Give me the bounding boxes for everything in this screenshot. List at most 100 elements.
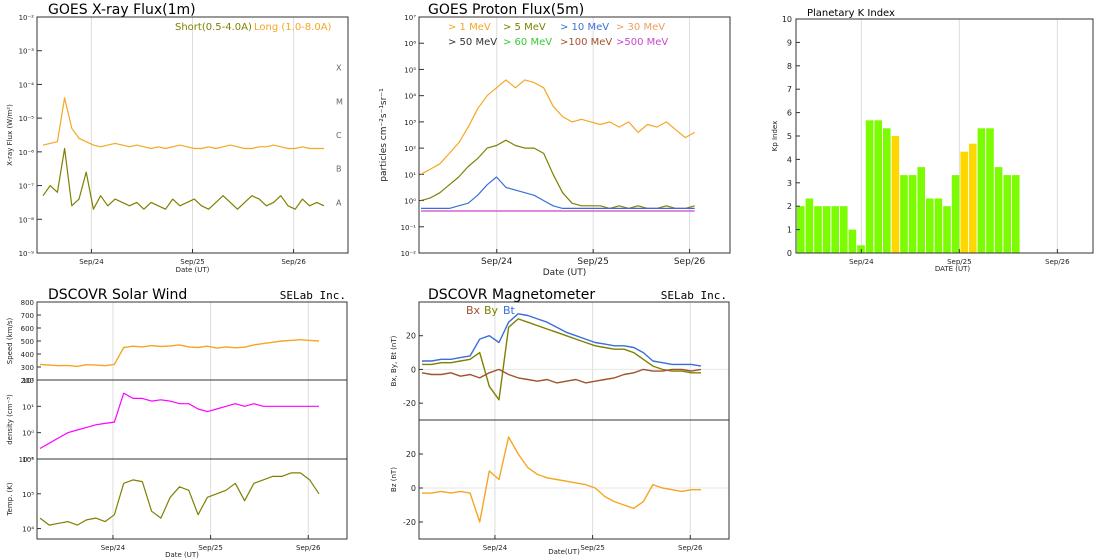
mag-xtick-label-1: Sep/25 xyxy=(580,544,604,552)
kp-bar-12 xyxy=(900,175,908,253)
xray-title: GOES X-ray Flux(1m) xyxy=(48,2,196,18)
sw-panel-2-ylabel: Temp. (K) xyxy=(6,482,14,516)
kp-bar-3 xyxy=(822,206,831,253)
mag-panel-0-ylabel: Bx, By, Bt (nT) xyxy=(390,335,398,386)
kp-title: Planetary K Index xyxy=(807,8,895,19)
xray-ytick-label-2: 10⁻⁷ xyxy=(19,183,35,191)
mag-xtick-label-0: Sep/24 xyxy=(483,544,508,552)
kp-bar-5 xyxy=(840,206,848,253)
kp-ytick-label-5: 5 xyxy=(787,132,792,141)
kp-xtick-label-2: Sep/26 xyxy=(1045,258,1070,266)
solarwind-xtick-label-1: Sep/25 xyxy=(198,544,222,552)
proton-legend-2: > 10 MeV xyxy=(560,22,609,33)
mag-panel-1-frame xyxy=(418,419,730,540)
xray-legend-short: Short(0.5-4.0A) xyxy=(175,22,252,33)
xray-class-a: A xyxy=(336,198,342,207)
solarwind-brand: SELab Inc. xyxy=(280,289,346,302)
kp-bar-15 xyxy=(926,198,934,253)
proton-xtick-label-1: Sep/25 xyxy=(577,257,608,267)
sw-panel-1-ytick-label-2: 10¹ xyxy=(22,403,34,411)
kp-bar-10 xyxy=(883,128,891,253)
sw-panel-1-ytick-label-0: 10⁻¹ xyxy=(19,456,35,464)
sw-panel-2-ytick-label-1: 10⁵ xyxy=(22,491,34,499)
mag-xlabel: Date(UT) xyxy=(548,548,580,556)
sw-panel-0-ytick-label-4: 600 xyxy=(21,325,34,333)
sw-panel-1-ylabel: density (cm⁻³) xyxy=(6,394,14,445)
sw-panel-0-ytick-label-6: 800 xyxy=(21,299,34,307)
sw-panel-2-ytick-label-0: 10⁴ xyxy=(22,526,34,534)
kp-ytick-label-4: 4 xyxy=(787,155,792,164)
mag-title: DSCOVR Magnetometer xyxy=(428,287,595,303)
mag-panel-0-series-2 xyxy=(421,368,702,384)
kp-bar-25 xyxy=(1012,175,1020,253)
kp-ytick-label-9: 9 xyxy=(787,38,792,47)
proton-legend-0: > 1 MeV xyxy=(448,22,491,33)
sw-panel-0-ytick-label-2: 400 xyxy=(21,351,34,359)
proton-xtick-label-2: Sep/26 xyxy=(674,257,706,267)
kp-bar-0 xyxy=(797,206,805,253)
xray-chart: GOES X-ray Flux(1m) 10⁻⁹ 10⁻⁸ 10⁻⁷ 10⁻⁶ 10⁻⁵ 1… xyxy=(6,2,349,274)
proton-legend-6: >100 MeV xyxy=(560,37,612,48)
xray-ytick-label-7: 10⁻² xyxy=(19,14,35,22)
xray-class-x: X xyxy=(336,64,342,73)
xray-class-m: M xyxy=(336,97,343,106)
mag-panel-0-frame xyxy=(418,301,730,421)
kp-bar-24 xyxy=(1003,175,1011,253)
sw-panel-0-frame xyxy=(36,301,348,381)
solarwind-xtick-label-2: Sep/26 xyxy=(296,544,321,552)
proton-ytick-label-5: 10³ xyxy=(404,119,416,127)
kp-ytick-label-2: 2 xyxy=(787,202,792,211)
magnetometer-chart: DSCOVR Magnetometer SELab Inc. -20 0 20 Bx, B… xyxy=(390,287,730,556)
kp-xtick-label-1: Sep/25 xyxy=(947,258,971,266)
kp-bar-9 xyxy=(874,120,882,253)
mag-panel-0-ytick-label-2: 20 xyxy=(406,332,416,341)
sw-panel-2-series xyxy=(39,472,320,526)
xray-series-1 xyxy=(42,147,325,210)
sw-panel-1-ytick-label-3: 10² xyxy=(22,377,34,385)
sw-panel-1-series xyxy=(39,392,319,450)
proton-xtick-label-0: Sep/24 xyxy=(481,257,513,267)
proton-title: GOES Proton Flux(5m) xyxy=(428,2,584,18)
kp-ytick-label-7: 7 xyxy=(787,85,792,94)
xray-class-b: B xyxy=(336,165,342,174)
sw-panel-0-series xyxy=(39,339,320,368)
proton-ytick-label-7: 10⁵ xyxy=(404,66,416,74)
proton-legend-5: > 60 MeV xyxy=(503,37,552,48)
proton-ytick-label-9: 10⁷ xyxy=(404,14,416,22)
solarwind-chart: DSCOVR Solar Wind SELab Inc. 200 300 400 500 6… xyxy=(6,287,348,559)
kp-bar-16 xyxy=(934,198,943,253)
solarwind-title: DSCOVR Solar Wind xyxy=(48,287,187,303)
kp-bar-6 xyxy=(848,229,857,253)
mag-panel-1-ytick-label-1: 0 xyxy=(411,484,416,493)
proton-ytick-label-0: 10⁻² xyxy=(401,250,417,258)
kp-ytick-label-8: 8 xyxy=(787,62,792,71)
kp-bar-23 xyxy=(994,167,1003,253)
sw-panel-2-ytick-label-2: 10⁶ xyxy=(22,456,34,464)
xray-xtick-label-1: Sep/25 xyxy=(180,258,204,266)
mag-legend-by: By xyxy=(484,304,499,317)
sw-panel-2-frame xyxy=(36,458,348,540)
proton-legend-4: > 50 MeV xyxy=(448,37,497,48)
kp-xtick-label-0: Sep/24 xyxy=(849,258,874,266)
kp-bar-18 xyxy=(951,175,960,253)
kp-ylabel: Kp Index xyxy=(771,121,779,152)
kp-bar-20 xyxy=(969,143,977,253)
kp-xlabel: DATE (UT) xyxy=(935,265,971,273)
sw-panel-0-ytick-label-5: 700 xyxy=(21,312,34,320)
kp-bar-21 xyxy=(977,128,986,253)
mag-brand: SELab Inc. xyxy=(661,289,727,302)
sw-panel-1-frame xyxy=(36,379,348,460)
kp-bar-2 xyxy=(814,206,822,253)
proton-ytick-label-3: 10¹ xyxy=(404,171,416,179)
xray-ytick-label-3: 10⁻⁶ xyxy=(19,149,35,157)
mag-panel-0-ytick-label-1: 0 xyxy=(411,365,416,374)
mag-xtick-label-2: Sep/26 xyxy=(678,544,703,552)
solarwind-xtick-label-0: Sep/24 xyxy=(101,544,126,552)
xray-legend-long: Long (1.0-8.0A) xyxy=(254,22,332,33)
sw-panel-0-ytick-label-1: 300 xyxy=(21,364,34,372)
kp-bar-19 xyxy=(960,151,968,253)
solarwind-xlabel: Date (UT) xyxy=(165,551,199,559)
proton-ylabel: particles cm⁻²s⁻¹sr⁻¹ xyxy=(379,88,389,182)
proton-chart: GOES Proton Flux(5m) 10⁻² 10⁻¹ 10⁰ 10¹ 10² 10³… xyxy=(379,2,731,278)
